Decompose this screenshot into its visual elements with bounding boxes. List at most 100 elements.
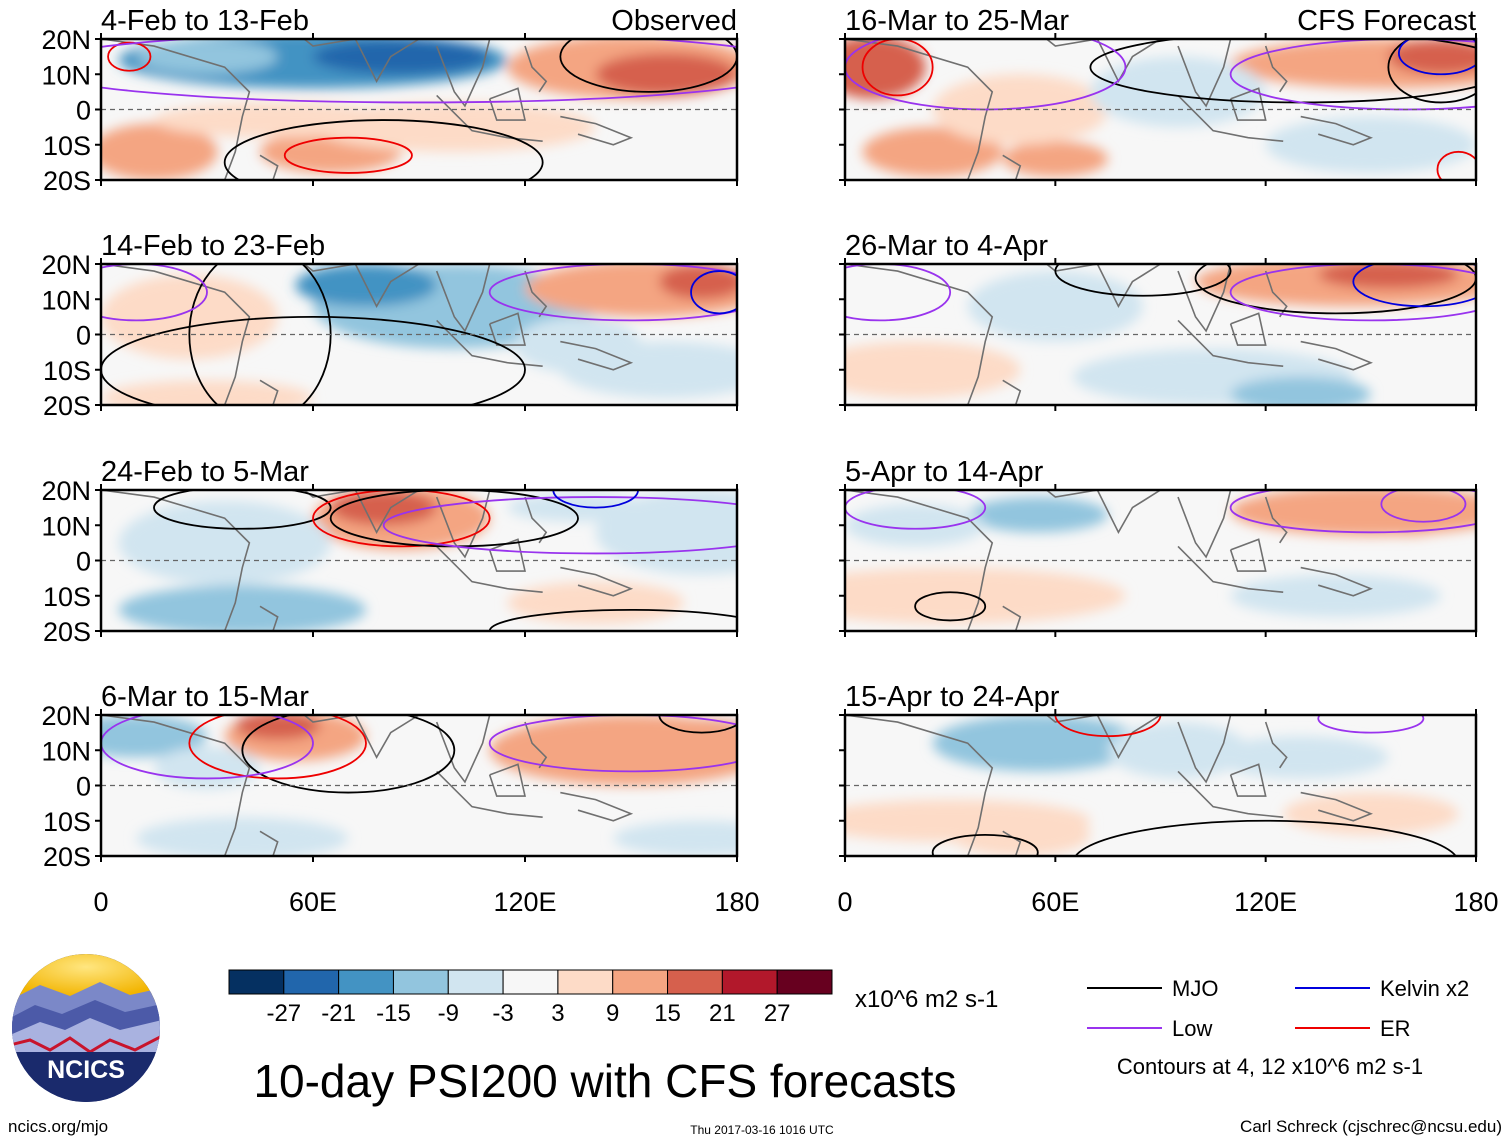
coastline bbox=[1177, 545, 1284, 594]
contour-line bbox=[107, 41, 152, 72]
contour-line bbox=[1397, 39, 1476, 76]
anomaly-region bbox=[862, 127, 1003, 177]
contour-line bbox=[283, 136, 413, 174]
coastline bbox=[101, 39, 251, 180]
contour-line bbox=[1436, 150, 1476, 180]
anomaly-region bbox=[932, 715, 1143, 772]
contour-line bbox=[1229, 264, 1476, 322]
y-tick-label: 10N bbox=[41, 511, 91, 541]
y-tick-label: 0 bbox=[76, 321, 91, 351]
y-tick-label: 0 bbox=[76, 96, 91, 126]
panel-title: 4-Feb to 13-Feb bbox=[101, 5, 309, 37]
colorbar-swatch bbox=[721, 969, 778, 995]
coastline bbox=[435, 715, 491, 784]
contour-line bbox=[1387, 39, 1476, 104]
coastline bbox=[435, 264, 491, 333]
colorbar-tick-label: -21 bbox=[321, 1000, 356, 1027]
colorbar-swatch bbox=[667, 969, 723, 995]
coastline bbox=[302, 715, 420, 759]
map-panel: 20N 10N 0 10S 20S 14-Feb to 23-Feb bbox=[41, 230, 739, 421]
contour-line bbox=[1054, 264, 1232, 297]
anomaly-region bbox=[1353, 500, 1459, 536]
colorbar-tick-label: -9 bbox=[438, 1000, 459, 1027]
coastline bbox=[101, 264, 251, 405]
coastline bbox=[1177, 94, 1284, 143]
contour-line bbox=[101, 715, 314, 780]
contour-line bbox=[1194, 264, 1476, 315]
contour-line bbox=[1229, 490, 1476, 534]
coastline bbox=[1229, 538, 1267, 572]
anomaly-region bbox=[845, 504, 986, 547]
map-panel: 15-Apr to 24-Apr bbox=[839, 681, 1478, 862]
panel-title: 16-Mar to 25-Mar bbox=[845, 5, 1069, 37]
colorbar-swatch bbox=[447, 969, 504, 995]
coastline bbox=[1177, 39, 1232, 108]
coastline bbox=[1300, 791, 1373, 822]
anomaly-region bbox=[136, 817, 349, 856]
coastline bbox=[1264, 721, 1288, 769]
y-tick-label: 20S bbox=[43, 391, 91, 421]
coastline bbox=[436, 545, 543, 594]
anomaly-region bbox=[845, 567, 1126, 624]
colorbar-tick-label: -27 bbox=[266, 1000, 301, 1027]
y-tick-label: 10S bbox=[43, 582, 91, 612]
contour-line bbox=[845, 264, 952, 322]
coastline bbox=[1177, 770, 1284, 819]
coastline bbox=[845, 264, 994, 405]
map-panel: 26-Mar to 4-Apr bbox=[839, 230, 1478, 411]
coastline bbox=[1177, 490, 1232, 559]
y-tick-label: 20N bbox=[41, 25, 91, 55]
colorbar-tick-label: -3 bbox=[492, 1000, 513, 1027]
contour-line bbox=[914, 591, 987, 622]
contour-line bbox=[690, 270, 737, 315]
y-tick-label: 10S bbox=[43, 807, 91, 837]
footer-timestamp: Thu 2017-03-16 1016 UTC bbox=[690, 1123, 834, 1137]
coastline bbox=[1045, 264, 1161, 309]
coastline bbox=[435, 39, 491, 108]
x-tick-label: 0 bbox=[837, 887, 852, 917]
contour-line bbox=[1352, 264, 1476, 308]
legend-label: MJO bbox=[1172, 976, 1218, 1001]
column-label: CFS Forecast bbox=[1297, 5, 1476, 37]
coastline bbox=[1229, 312, 1267, 346]
panel-title: 24-Feb to 5-Mar bbox=[101, 456, 309, 488]
anomaly-region bbox=[235, 715, 321, 740]
coastline bbox=[560, 791, 634, 822]
contour-line bbox=[1317, 715, 1425, 734]
anomaly-region bbox=[507, 493, 649, 522]
coastline bbox=[436, 94, 543, 143]
anomaly-region bbox=[1213, 736, 1389, 779]
y-tick-label: 20S bbox=[43, 617, 91, 647]
anomaly-region bbox=[507, 581, 684, 624]
coastline bbox=[1002, 605, 1022, 631]
contour-line bbox=[382, 496, 737, 555]
x-tick-label: 120E bbox=[1234, 887, 1297, 917]
anomaly-region bbox=[154, 102, 402, 138]
colorbar-tick-label: 9 bbox=[606, 1000, 619, 1027]
x-tick-label: 120E bbox=[493, 887, 556, 917]
legend-label: ER bbox=[1380, 1016, 1411, 1041]
y-tick-label: 20N bbox=[41, 701, 91, 731]
map-panel: 16-Mar to 25-Mar CFS Forecast bbox=[839, 5, 1478, 186]
coastline bbox=[845, 715, 994, 856]
anomaly-region bbox=[1230, 574, 1441, 617]
coastline bbox=[101, 490, 251, 631]
anomaly-region bbox=[1230, 376, 1371, 405]
x-tick-label: 60E bbox=[289, 887, 337, 917]
contour-line bbox=[101, 264, 208, 322]
contour-line bbox=[845, 39, 1127, 111]
anomaly-region bbox=[613, 820, 737, 856]
contour-line bbox=[488, 715, 737, 773]
coastline bbox=[524, 45, 548, 93]
anomaly-region bbox=[1388, 39, 1476, 75]
map-panel: 5-Apr to 14-Apr bbox=[839, 456, 1478, 637]
colorbar-tick-label: 21 bbox=[709, 1000, 736, 1027]
coastline bbox=[1045, 490, 1161, 535]
colorbar-tick-label: 3 bbox=[551, 1000, 564, 1027]
figure-title: 10-day PSI200 with CFS forecasts bbox=[253, 1055, 956, 1107]
coastline bbox=[1002, 830, 1022, 856]
contour-line bbox=[153, 490, 332, 530]
coastline bbox=[436, 319, 543, 368]
colorbar-swatch bbox=[502, 969, 559, 995]
